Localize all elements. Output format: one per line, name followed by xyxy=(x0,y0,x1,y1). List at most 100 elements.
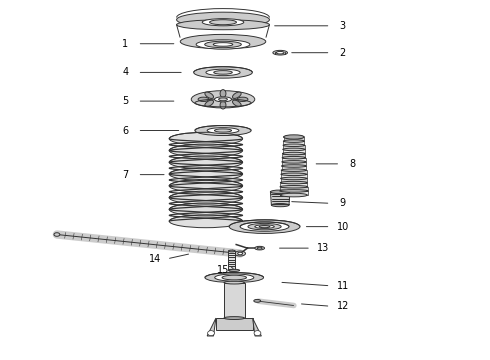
Ellipse shape xyxy=(195,126,251,135)
Ellipse shape xyxy=(282,165,306,167)
Ellipse shape xyxy=(194,67,252,78)
Ellipse shape xyxy=(228,250,235,252)
Ellipse shape xyxy=(222,275,246,280)
Text: 14: 14 xyxy=(148,254,161,264)
FancyBboxPatch shape xyxy=(280,191,308,195)
FancyBboxPatch shape xyxy=(280,187,308,191)
Ellipse shape xyxy=(248,224,281,230)
Ellipse shape xyxy=(202,19,244,26)
FancyBboxPatch shape xyxy=(224,283,245,318)
Ellipse shape xyxy=(229,220,300,233)
Ellipse shape xyxy=(235,251,245,256)
Text: 8: 8 xyxy=(349,159,356,169)
Ellipse shape xyxy=(196,40,250,49)
Text: 1: 1 xyxy=(122,39,128,49)
Ellipse shape xyxy=(214,71,232,74)
Text: 3: 3 xyxy=(340,21,346,31)
Ellipse shape xyxy=(255,246,265,250)
Ellipse shape xyxy=(169,203,243,216)
Ellipse shape xyxy=(281,177,307,180)
Ellipse shape xyxy=(205,92,214,98)
Ellipse shape xyxy=(282,161,306,163)
FancyBboxPatch shape xyxy=(283,145,305,149)
Ellipse shape xyxy=(232,92,241,98)
Ellipse shape xyxy=(169,156,243,169)
Ellipse shape xyxy=(255,225,274,228)
Ellipse shape xyxy=(283,148,305,151)
Ellipse shape xyxy=(280,193,307,197)
Ellipse shape xyxy=(270,190,290,194)
Ellipse shape xyxy=(220,90,226,98)
FancyBboxPatch shape xyxy=(283,149,305,154)
Ellipse shape xyxy=(169,191,243,204)
Ellipse shape xyxy=(228,270,235,271)
FancyBboxPatch shape xyxy=(281,174,307,179)
FancyBboxPatch shape xyxy=(281,170,307,174)
Ellipse shape xyxy=(280,190,308,192)
Ellipse shape xyxy=(215,97,232,102)
Polygon shape xyxy=(270,192,290,205)
Ellipse shape xyxy=(169,132,243,145)
Text: 2: 2 xyxy=(340,48,346,58)
Ellipse shape xyxy=(280,185,308,188)
Ellipse shape xyxy=(169,179,243,192)
Ellipse shape xyxy=(205,41,242,48)
Ellipse shape xyxy=(169,168,243,181)
FancyBboxPatch shape xyxy=(282,158,306,162)
Ellipse shape xyxy=(169,144,243,157)
Ellipse shape xyxy=(205,273,264,283)
Text: 6: 6 xyxy=(122,126,128,135)
FancyBboxPatch shape xyxy=(282,154,305,158)
FancyBboxPatch shape xyxy=(282,162,306,166)
Ellipse shape xyxy=(271,203,289,207)
Circle shape xyxy=(208,330,215,336)
Text: 9: 9 xyxy=(340,198,346,208)
Text: 4: 4 xyxy=(122,67,128,77)
Ellipse shape xyxy=(224,281,245,284)
Ellipse shape xyxy=(282,152,305,155)
Ellipse shape xyxy=(284,136,304,138)
Ellipse shape xyxy=(259,226,270,228)
Ellipse shape xyxy=(224,317,245,319)
Ellipse shape xyxy=(229,269,240,271)
Ellipse shape xyxy=(215,129,232,132)
Ellipse shape xyxy=(283,140,304,142)
Text: 11: 11 xyxy=(337,281,349,291)
Ellipse shape xyxy=(281,169,307,171)
Text: 13: 13 xyxy=(317,243,329,253)
Ellipse shape xyxy=(273,50,288,55)
Ellipse shape xyxy=(276,51,284,54)
Ellipse shape xyxy=(283,144,305,147)
FancyBboxPatch shape xyxy=(216,318,252,329)
Ellipse shape xyxy=(238,252,243,255)
Text: 7: 7 xyxy=(122,170,128,180)
Polygon shape xyxy=(207,318,216,336)
FancyBboxPatch shape xyxy=(284,137,304,141)
Ellipse shape xyxy=(213,42,233,46)
Ellipse shape xyxy=(169,215,243,228)
Ellipse shape xyxy=(232,100,241,107)
FancyBboxPatch shape xyxy=(228,251,235,270)
Ellipse shape xyxy=(180,35,266,49)
Ellipse shape xyxy=(280,181,307,184)
Text: 10: 10 xyxy=(337,222,349,231)
Circle shape xyxy=(254,330,261,336)
Text: 15: 15 xyxy=(217,265,229,275)
Ellipse shape xyxy=(205,100,214,107)
Text: 12: 12 xyxy=(337,301,349,311)
FancyBboxPatch shape xyxy=(282,166,306,170)
Ellipse shape xyxy=(198,97,209,102)
Ellipse shape xyxy=(220,101,226,109)
Ellipse shape xyxy=(54,233,60,236)
Ellipse shape xyxy=(206,69,240,76)
Ellipse shape xyxy=(284,135,304,139)
Ellipse shape xyxy=(219,98,227,101)
Ellipse shape xyxy=(257,247,262,249)
Ellipse shape xyxy=(207,128,239,134)
Ellipse shape xyxy=(176,20,270,30)
Polygon shape xyxy=(252,318,261,336)
FancyBboxPatch shape xyxy=(280,183,307,187)
FancyBboxPatch shape xyxy=(283,141,304,145)
Ellipse shape xyxy=(191,91,255,108)
Ellipse shape xyxy=(281,173,307,176)
